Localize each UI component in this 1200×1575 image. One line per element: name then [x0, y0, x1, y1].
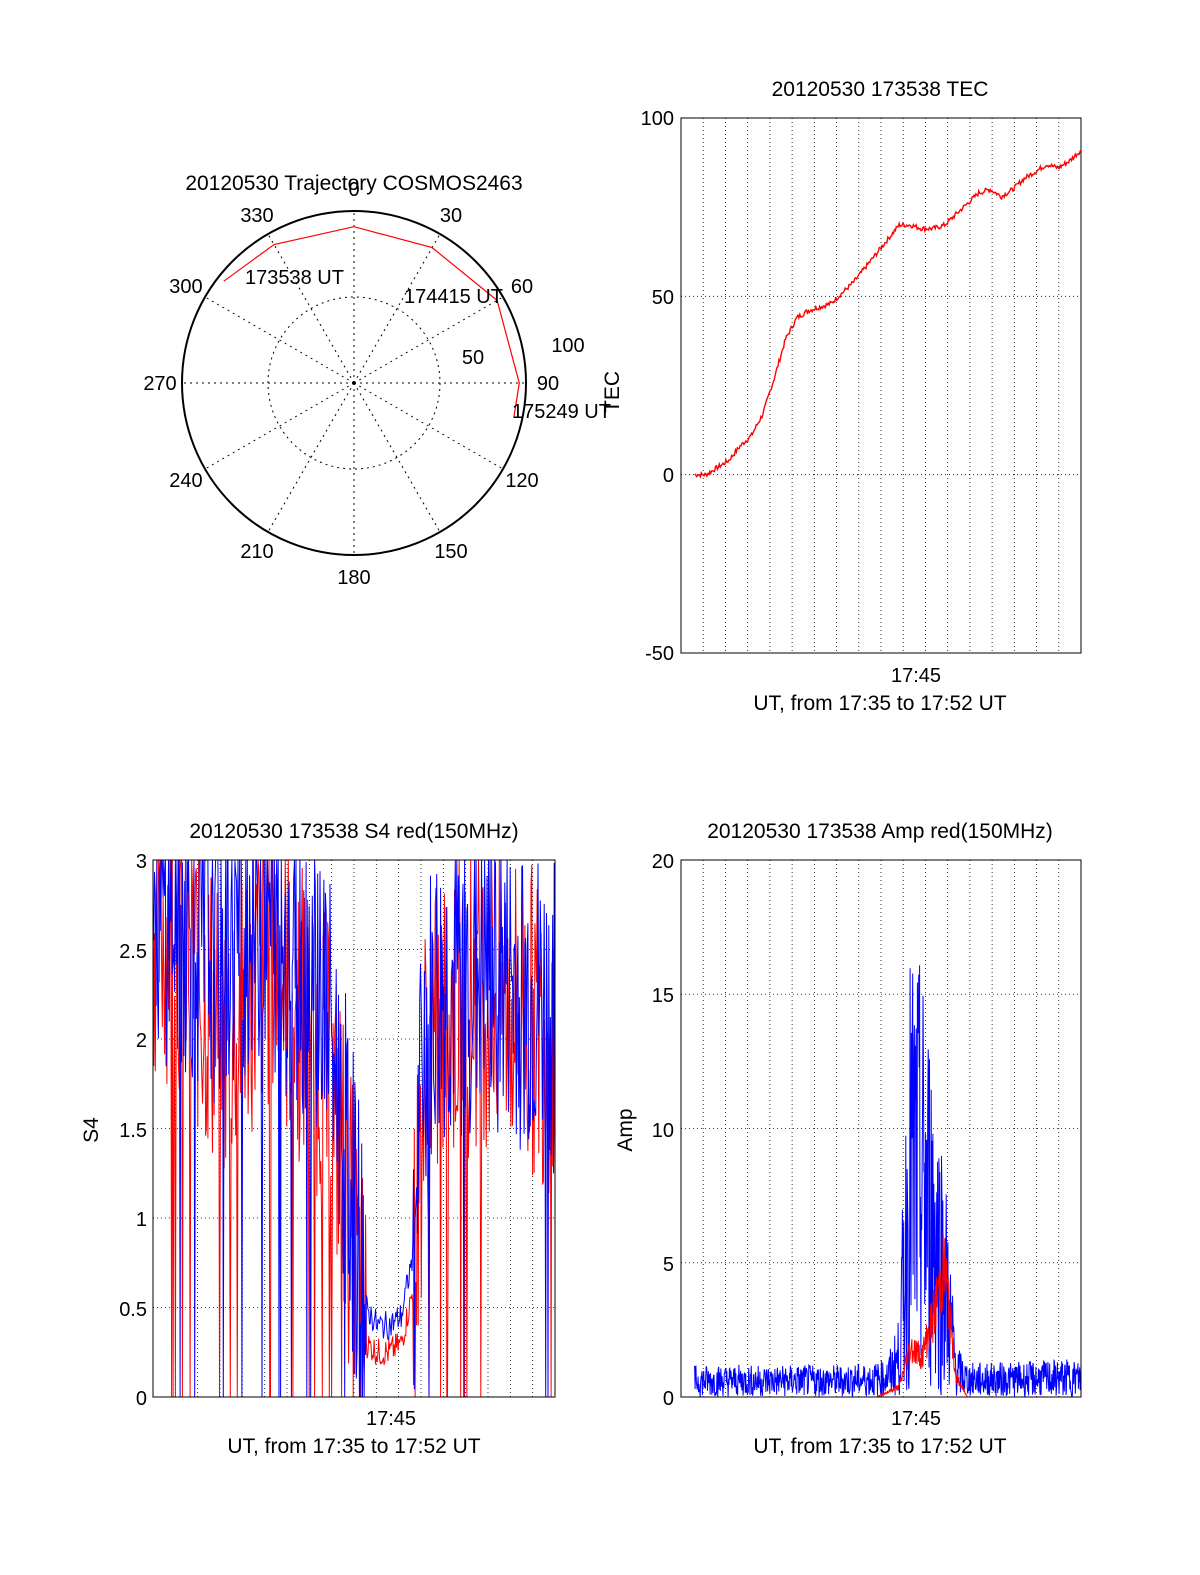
amp-series-blue — [694, 965, 1082, 1398]
tec-panel: 20120530 173538 TEC 100 50 0 -50 17:45 U… — [641, 78, 1082, 715]
polar-angle-label-90: 90 — [537, 373, 559, 395]
polar-spoke-60 — [353, 296, 504, 384]
s4-ytick-1-5: 1.5 — [119, 1120, 147, 1142]
s4-ytick-2: 2 — [136, 1030, 147, 1052]
amp-panel: 20120530 173538 Amp red(150MHz) 20 15 10… — [614, 820, 1082, 1458]
polar-angle-label-240: 240 — [169, 470, 202, 492]
s4-ytick-0-5: 0.5 — [119, 1299, 147, 1321]
amp-ytick-15: 15 — [652, 985, 674, 1007]
track-label-mid: 174415 UT — [404, 286, 503, 308]
polar-angle-labels: 0 30 60 90 120 150 180 210 240 270 300 330 — [143, 179, 559, 589]
s4-series — [152, 859, 556, 1398]
polar-radius-label-100: 100 — [551, 335, 584, 357]
amp-ytick-0: 0 — [663, 1388, 674, 1410]
polar-spoke-300 — [204, 296, 355, 384]
polar-overlap-tec-label: TEC — [601, 371, 624, 413]
polar-spoke-150 — [353, 382, 441, 533]
amp-grid — [681, 860, 1081, 1397]
tec-xlabel: UT, from 17:35 to 17:52 UT — [753, 692, 1006, 715]
polar-angle-label-30: 30 — [440, 205, 462, 227]
tec-ytick-100: 100 — [641, 108, 674, 130]
polar-angle-label-0: 0 — [348, 179, 359, 201]
polar-track-line — [223, 226, 520, 418]
amp-title: 20120530 173538 Amp red(150MHz) — [707, 820, 1053, 843]
s4-xtick-1745: 17:45 — [366, 1408, 416, 1430]
tec-ytick-0: 0 — [663, 465, 674, 487]
polar-angle-label-60: 60 — [511, 276, 533, 298]
s4-ytick-3: 3 — [136, 851, 147, 873]
amp-ylabel: Amp — [614, 1108, 637, 1151]
amp-plot-frame — [680, 859, 1082, 1398]
amp-xtick-1745: 17:45 — [891, 1408, 941, 1430]
tec-grid — [681, 118, 1081, 653]
polar-outer-circle — [181, 210, 527, 556]
s4-ytick-2-5: 2.5 — [119, 941, 147, 963]
polar-spoke-330 — [267, 233, 355, 384]
s4-ytick-1: 1 — [136, 1209, 147, 1231]
polar-spoke-120 — [353, 382, 504, 470]
s4-xlabel: UT, from 17:35 to 17:52 UT — [227, 1435, 480, 1458]
tec-title: 20120530 173538 TEC — [772, 78, 989, 101]
polar-title: 20120530 Trajectory COSMOS2463 — [185, 172, 522, 195]
polar-angle-label-270: 270 — [143, 373, 176, 395]
polar-angle-label-150: 150 — [434, 541, 467, 563]
tec-ytick-50: 50 — [652, 287, 674, 309]
polar-trajectory-panel: 20120530 Trajectory COSMOS2463 0 30 60 90 12… — [143, 172, 624, 589]
amp-ytick-10: 10 — [652, 1120, 674, 1142]
s4-ylabel: S4 — [80, 1117, 103, 1143]
s4-plot-frame — [152, 859, 556, 1398]
polar-spoke-240 — [204, 382, 355, 470]
amp-ytick-5: 5 — [663, 1254, 674, 1276]
polar-spoke-210 — [267, 382, 355, 533]
polar-angle-label-330: 330 — [240, 205, 273, 227]
s4-panel: 20120530 173538 S4 red(150MHz) 3 2.5 2 1… — [80, 820, 556, 1458]
polar-angle-label-210: 210 — [240, 541, 273, 563]
amp-ytick-20: 20 — [652, 851, 674, 873]
polar-radius-label-50: 50 — [462, 347, 484, 369]
polar-angle-label-300: 300 — [169, 276, 202, 298]
tec-ytick-minus-50: -50 — [645, 643, 674, 665]
tec-plot-frame — [680, 117, 1082, 654]
polar-spoke-30 — [353, 233, 441, 384]
track-label-start: 173538 UT — [245, 267, 344, 289]
tec-series-line — [694, 149, 1082, 480]
s4-series-blue — [152, 859, 556, 1398]
track-label-end: 175249 UT — [512, 401, 611, 423]
polar-grid — [181, 210, 527, 556]
amp-xlabel: UT, from 17:35 to 17:52 UT — [753, 1435, 1006, 1458]
tec-xtick-1745: 17:45 — [891, 665, 941, 687]
polar-angle-label-120: 120 — [505, 470, 538, 492]
polar-angle-label-180: 180 — [337, 567, 370, 589]
s4-ytick-0: 0 — [136, 1388, 147, 1410]
s4-title: 20120530 173538 S4 red(150MHz) — [189, 820, 518, 843]
